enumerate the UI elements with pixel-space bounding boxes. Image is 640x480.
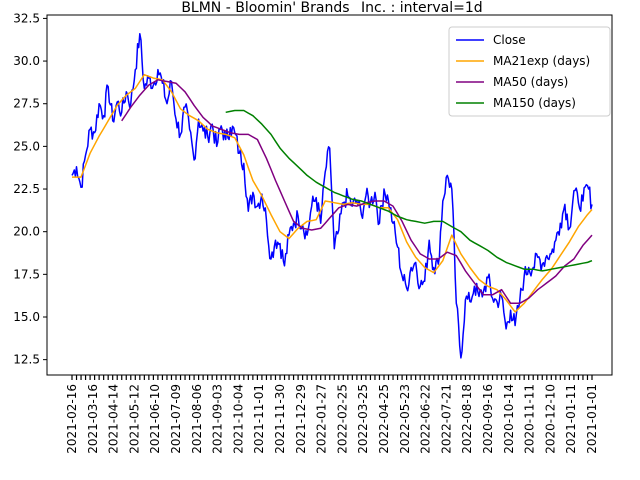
legend-box [448,26,611,117]
series-line-ma150 [225,109,593,272]
x-tick-label: 2021-08-06 [190,384,204,454]
x-tick-label: 2022-06-22 [419,384,433,454]
y-tick-label: 12.5 [13,353,40,367]
x-tick-label: 2021-11-30 [273,384,287,454]
legend: Close MA21exp (days) MA50 (days) MA150 (day… [448,26,611,117]
x-tick-label: 2020-11-11 [523,384,537,454]
x-tick-label: 2020-10-14 [502,384,516,454]
x-tick-label: 2021-09-03 [211,384,225,454]
x-tick-label: 2022-03-25 [356,384,370,454]
y-axis: 12.5 15.0 17.5 20.0 22.5 25.0 27.5 30.0 32.5 [13,11,47,367]
x-tick-label: 2022-08-18 [460,384,474,454]
series-layer [71,33,593,359]
x-tick-label: 2021-01-01 [585,384,599,454]
x-axis: 2021-02-16 2021-03-16 2021-04-14 2021-05-12… [65,375,599,454]
y-tick-label: 15.0 [13,310,40,324]
y-tick-label: 27.5 [13,97,40,111]
x-tick-label: 2021-11-01 [252,384,266,454]
x-tick-label: 2021-02-16 [65,384,79,454]
y-tick-label: 32.5 [13,11,40,25]
series-line-ma50 [121,79,593,305]
x-tick-label: 2022-02-25 [335,384,349,454]
series-line-close [71,33,593,359]
x-tick-label: 2021-05-12 [127,384,141,454]
y-tick-label: 20.0 [13,225,40,239]
y-tick-label: 17.5 [13,267,40,281]
x-tick-label: 2021-07-09 [169,384,183,454]
legend-label: Close [493,33,526,47]
chart-title: BLMN - Bloomin' Brands_ Inc. : interval=… [181,0,482,16]
x-tick-label: 2021-06-10 [148,384,162,454]
plot-frame [46,14,613,376]
x-tick-label: 2021-10-04 [231,384,245,454]
y-tick-label: 25.0 [13,139,40,153]
y-tick-label: 30.0 [13,54,40,68]
x-tick-label: 2021-03-16 [86,384,100,454]
x-tick-label: 2021-12-29 [294,384,308,454]
x-tick-label: 2022-01-27 [315,384,329,454]
series-line-ma21exp [72,73,593,313]
legend-label: MA50 (days) [493,75,568,89]
y-tick-label: 22.5 [13,182,40,196]
legend-label: MA150 (days) [493,96,576,110]
x-tick-label: 2021-01-11 [564,384,578,454]
x-tick-label: 2022-04-25 [377,384,391,454]
x-tick-label: 2021-04-14 [107,384,121,454]
x-tick-label: 2022-05-23 [398,384,412,454]
legend-label: MA21exp (days) [493,54,590,68]
x-tick-label: 2020-12-10 [543,384,557,454]
x-tick-label: 2022-07-21 [439,384,453,454]
x-tick-label: 2020-09-16 [481,384,495,454]
